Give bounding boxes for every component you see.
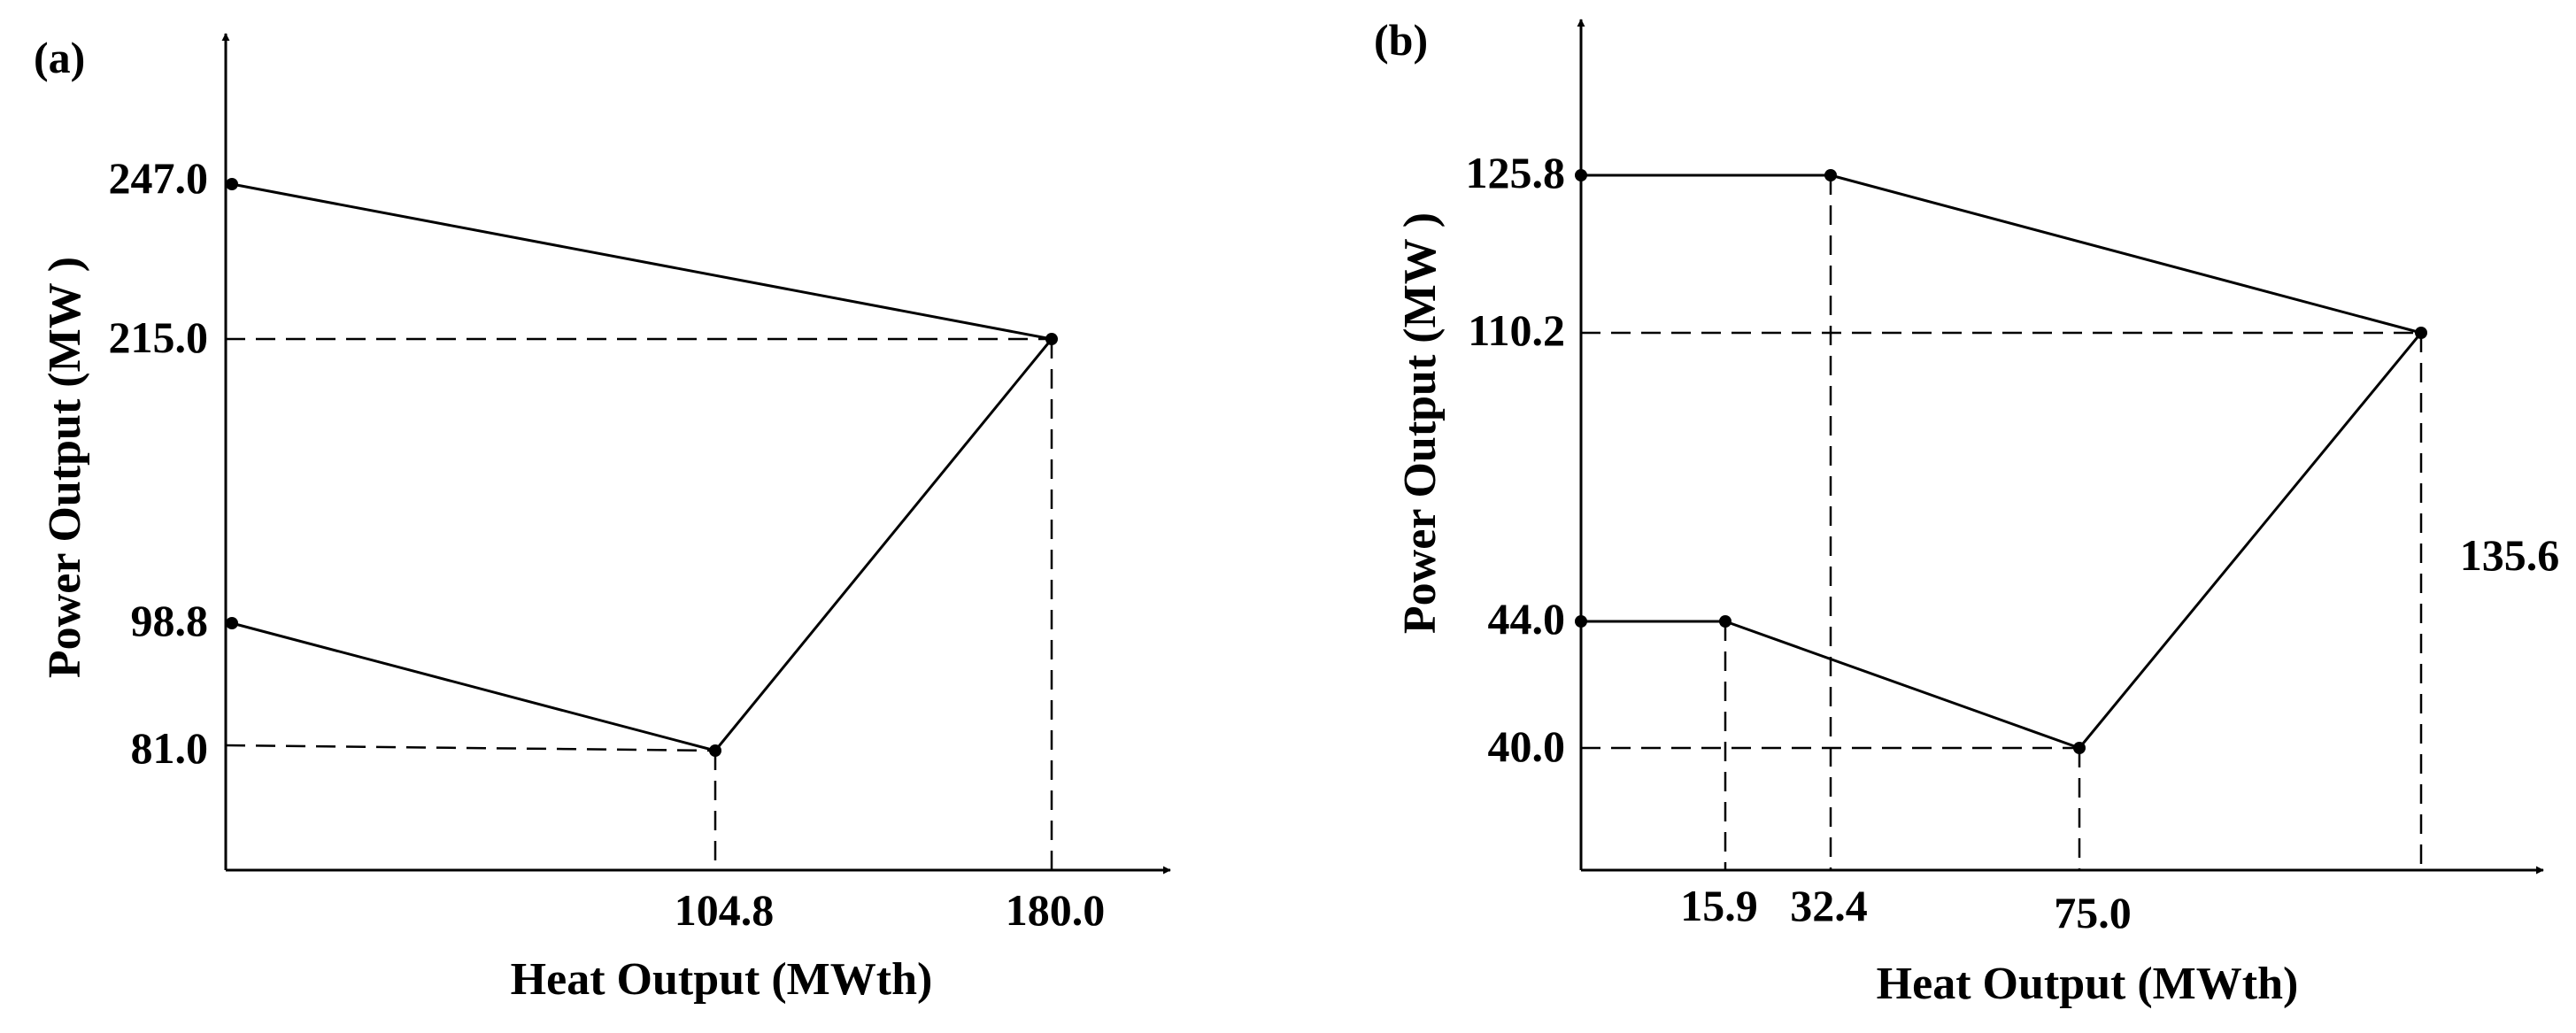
panel-b-y-title: Power Output (MW )	[1395, 212, 1446, 634]
panel-b-y-tick-125: 125.8	[1466, 148, 1566, 197]
panel-b-vertex-0-44	[1575, 615, 1587, 628]
panel-a-x-tick-180: 180.0	[1006, 885, 1106, 935]
panel-b-edge-top-slope	[1830, 173, 2422, 335]
panel-a-vertex-180-215	[1045, 333, 1058, 345]
panel-a-x-tick-104: 104.8	[675, 885, 775, 935]
panel-a-y-tick-81: 81.0	[131, 723, 209, 773]
panel-b-vertex-32-125	[1824, 169, 1837, 181]
panel-b-x-tick-75: 75.0	[2054, 888, 2132, 937]
panel-b-label: (b)	[1374, 15, 1428, 65]
panel-b-vertex-15-44	[1719, 615, 1731, 628]
panel-a-edge-top	[231, 182, 1053, 341]
panel-a-y-tick-98: 98.8	[131, 596, 209, 645]
panel-a-vertex-0-98	[226, 617, 238, 629]
panel-b-x-title: Heat Output (MWth)	[1877, 959, 2299, 1009]
panel-a-y-tick-215: 215.0	[109, 312, 209, 362]
panel-b: (b) 125.8 110.2 44.0 40.0 15.9 32.4 75.0…	[1374, 15, 2559, 1009]
panel-a-edge-bottom	[231, 621, 716, 752]
panel-a-edge-right	[713, 338, 1053, 752]
panel-a-guide-81	[225, 744, 716, 752]
panel-b-edge-bottom-slope	[1724, 620, 2080, 750]
panel-a-y-title: Power Output (MW )	[40, 257, 90, 678]
panel-b-x-tick-15: 15.9	[1680, 881, 1758, 930]
panel-b-edge-right	[2078, 332, 2423, 749]
panel-a-label: (a)	[34, 33, 85, 82]
panel-a-vertex-0-247	[226, 178, 238, 190]
panel-b-annotation-135: 135.6	[2460, 530, 2560, 580]
panel-a-vertex-104-81	[709, 744, 721, 757]
panel-b-vertex-135-110	[2415, 327, 2427, 339]
panel-b-y-tick-110: 110.2	[1468, 305, 1565, 355]
panel-a-y-tick-247: 247.0	[109, 153, 209, 203]
panel-a: (a) 247.0 215.0 98.8 81.0 104.8 180.0 He…	[34, 33, 1171, 1005]
panel-b-vertex-0-125	[1575, 169, 1587, 181]
panel-b-y-tick-40: 40.0	[1488, 721, 1566, 771]
panel-b-y-tick-44: 44.0	[1488, 594, 1566, 644]
panel-b-x-tick-32: 32.4	[1790, 881, 1868, 930]
panel-b-vertex-75-40	[2073, 742, 2086, 754]
panel-a-x-title: Heat Output (MWth)	[511, 954, 933, 1005]
